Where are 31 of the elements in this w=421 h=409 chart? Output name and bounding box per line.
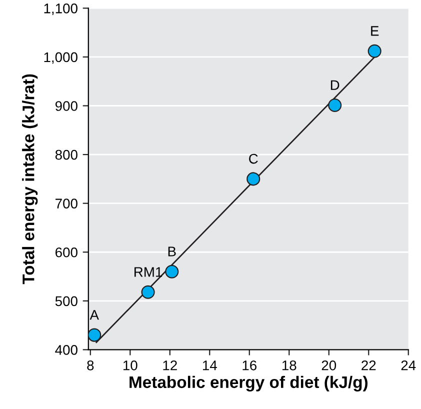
- x-tick-label: 18: [282, 360, 296, 370]
- x-tick-label: 24: [401, 360, 416, 370]
- x-tick-label: 8: [87, 360, 94, 370]
- point: [165, 264, 179, 278]
- x-tick-label: 22: [362, 360, 376, 370]
- annotation: D: [330, 80, 340, 90]
- point: [88, 328, 102, 342]
- y-tick-label: 700: [56, 198, 78, 208]
- x-tick-label: 10: [123, 360, 138, 370]
- point: [328, 98, 342, 112]
- y-tick-label: 1,100: [44, 4, 78, 15]
- annotation: RM1: [134, 267, 162, 277]
- y-tick-label: 600: [56, 247, 78, 258]
- annotation: C: [249, 154, 258, 164]
- x-tick-label: 12: [163, 360, 177, 370]
- y-tick-label: 800: [55, 150, 78, 160]
- x-tick-label: 20: [322, 360, 336, 370]
- point: [368, 44, 382, 58]
- y-tick-label: 1,000: [44, 52, 78, 64]
- x-axis-title: Metabolic energy of diet (kJ/g): [130, 376, 368, 392]
- point: [141, 285, 155, 299]
- point: [246, 172, 260, 186]
- y-axis-title: Total energy intake (kJ/rat): [22, 74, 38, 284]
- x-tick-label: 16: [242, 360, 256, 370]
- y-tick-label: 400: [55, 345, 78, 355]
- y-tick-label: 500: [55, 296, 78, 306]
- annotation: E: [371, 26, 379, 36]
- y-tick-label: 900: [55, 101, 78, 111]
- x-tick-label: 14: [202, 360, 217, 370]
- annotation: A: [90, 310, 99, 320]
- annotation: B: [168, 246, 176, 256]
